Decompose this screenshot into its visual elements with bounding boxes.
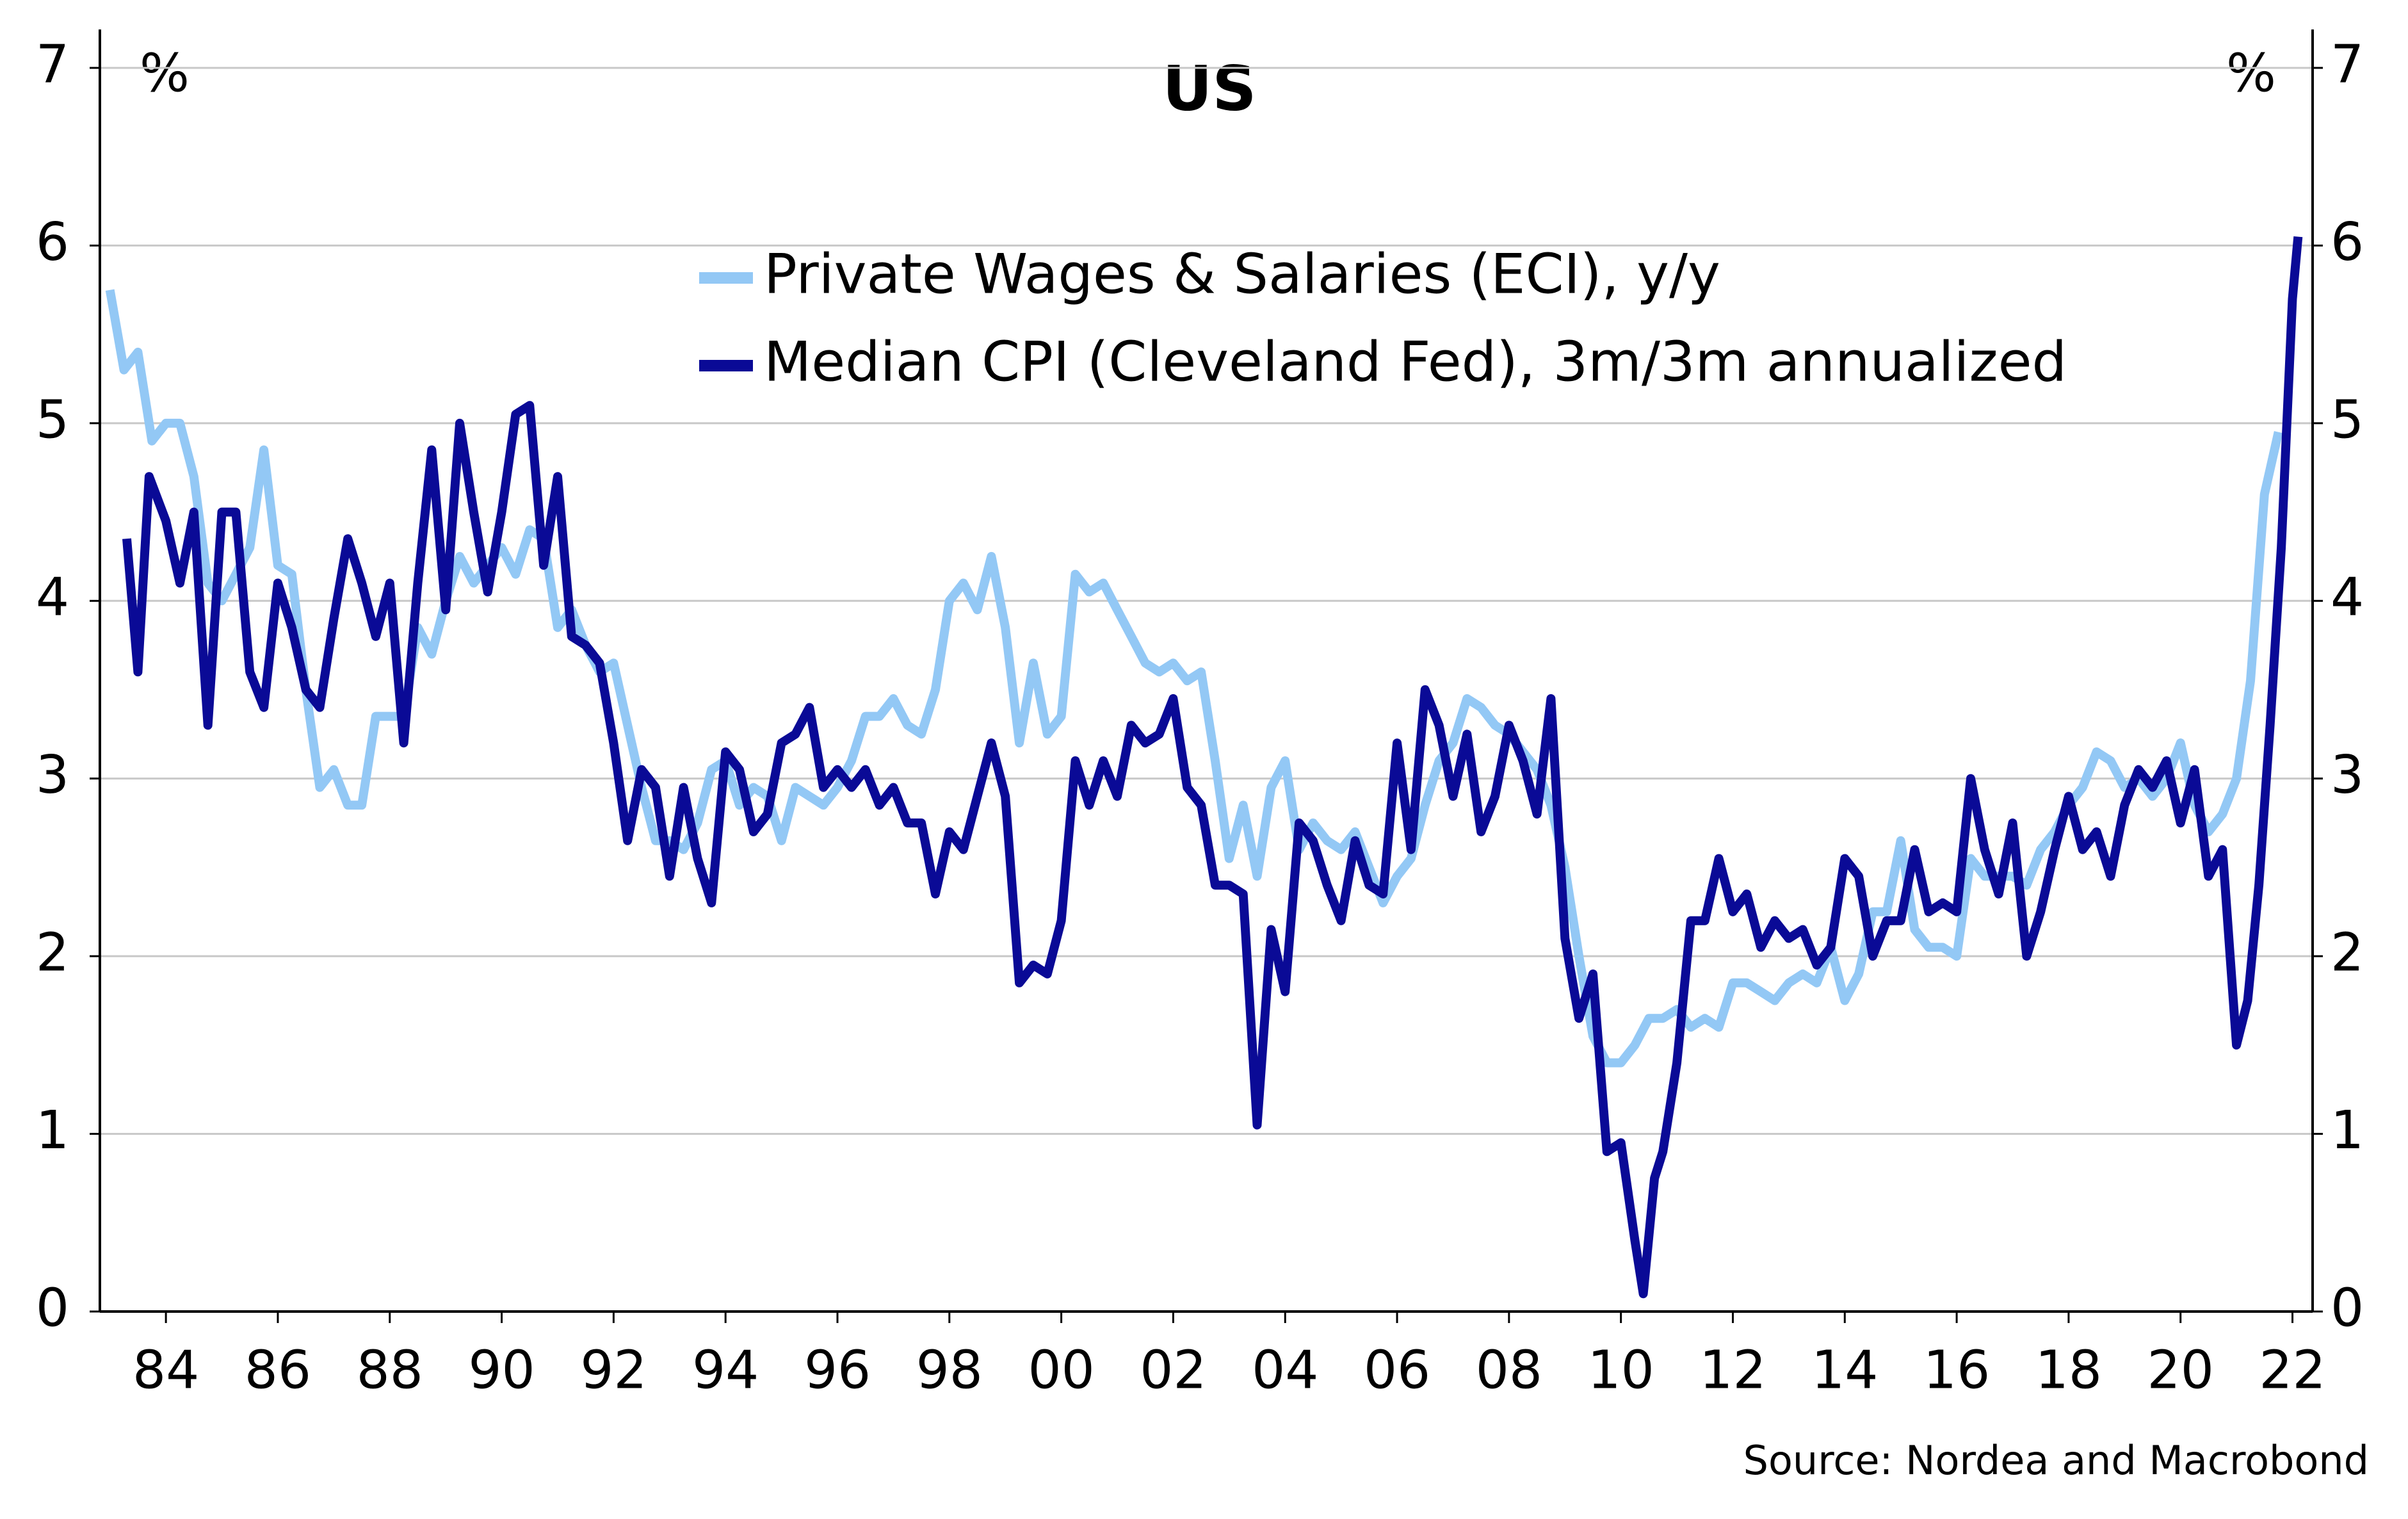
y2-tick-label: 3 <box>2331 745 2364 806</box>
x-tick-label: 96 <box>804 1340 871 1401</box>
x-tick-label: 20 <box>2147 1340 2214 1401</box>
series-line <box>105 289 2283 1068</box>
x-tick-label: 86 <box>245 1340 311 1401</box>
x-tick-label: 98 <box>916 1340 983 1401</box>
y-tick-label: 1 <box>36 1100 69 1161</box>
x-tick-label: 08 <box>1476 1340 1542 1401</box>
x-tick-label: 14 <box>1811 1340 1878 1401</box>
y2-tick-label: 1 <box>2331 1100 2364 1161</box>
x-tick-label: 00 <box>1028 1340 1094 1401</box>
x-tick-label: 10 <box>1588 1340 1654 1401</box>
y-tick-label: 6 <box>36 212 69 273</box>
x-tick-label: 88 <box>357 1340 423 1401</box>
x-tick-label: 12 <box>1699 1340 1766 1401</box>
y-unit: % <box>140 43 190 104</box>
y2-tick-label: 0 <box>2331 1278 2364 1338</box>
series-line <box>122 236 2303 1299</box>
y-tick-label: 0 <box>36 1278 69 1338</box>
y2-tick-label: 2 <box>2331 923 2364 984</box>
y2-tick-label: 4 <box>2331 567 2364 628</box>
chart-title: US <box>1162 53 1256 124</box>
y-tick-label: 4 <box>36 567 69 628</box>
x-tick-label: 04 <box>1252 1340 1318 1401</box>
x-tick-label: 06 <box>1364 1340 1430 1401</box>
x-tick-label: 18 <box>2035 1340 2102 1401</box>
y-tick-label: 3 <box>36 745 69 806</box>
y-tick-label: 2 <box>36 923 69 984</box>
y2-tick-label: 5 <box>2331 389 2364 450</box>
x-tick-label: 02 <box>1140 1340 1206 1401</box>
y-tick-label: 7 <box>36 34 69 95</box>
y-tick-label: 5 <box>36 389 69 450</box>
x-tick-label: 90 <box>468 1340 535 1401</box>
y2-tick-label: 6 <box>2331 212 2364 273</box>
x-tick-label: 92 <box>580 1340 647 1401</box>
legend-label: Median CPI (Cleveland Fed), 3m/3m annual… <box>764 330 2067 394</box>
source: Source: Nordea and Macrobond <box>1743 1437 2369 1484</box>
x-tick-label: 22 <box>2259 1340 2325 1401</box>
x-tick-label: 94 <box>692 1340 759 1401</box>
legend-label: Private Wages & Salaries (ECI), y/y <box>764 242 1720 306</box>
y2-unit: % <box>2226 43 2276 104</box>
y2-tick-label: 7 <box>2331 34 2364 95</box>
x-tick-label: 16 <box>1923 1340 1990 1401</box>
x-tick-label: 84 <box>133 1340 199 1401</box>
